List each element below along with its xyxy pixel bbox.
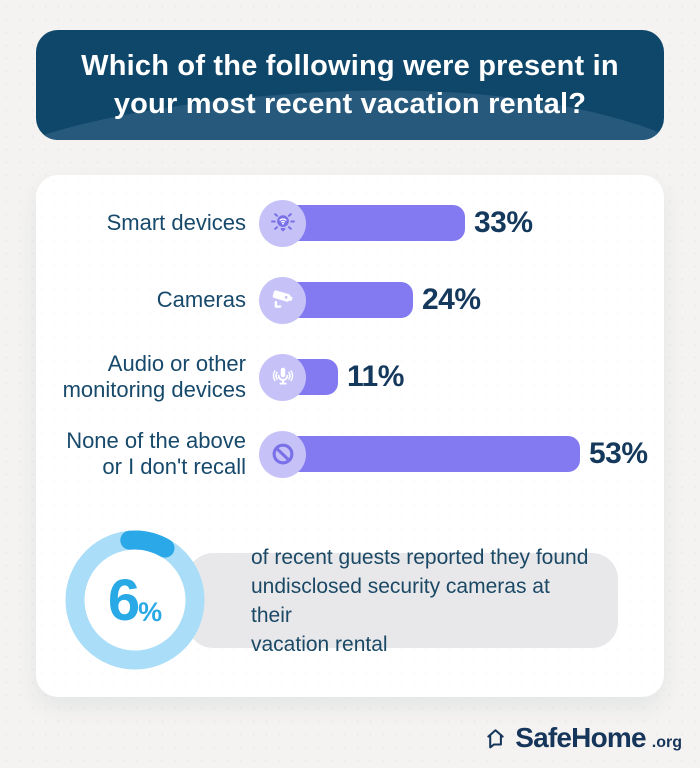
brand-name: SafeHome: [515, 722, 646, 753]
highlight-text: of recent guests reported they found und…: [251, 545, 589, 656]
donut-ring: [65, 530, 205, 670]
donut-percent-number: 6: [107, 567, 140, 633]
value-label: 11%: [347, 360, 404, 393]
prohibition-icon: [272, 443, 293, 465]
bar-none: [274, 436, 580, 472]
house-icon: [487, 728, 504, 748]
safehome-logo[interactable]: SafeHome .org: [482, 718, 682, 758]
donut-percent-sign: %: [138, 596, 163, 627]
value-label: 53%: [589, 437, 648, 470]
donut-chart: 6%: [65, 530, 205, 670]
value-label: 33%: [474, 206, 533, 239]
icon-circle: [259, 353, 306, 401]
category-label: None of the above or I don't recall: [66, 428, 246, 479]
category-label: Smart devices: [106, 210, 246, 235]
smart-bulb-icon: [270, 213, 295, 232]
highlight-callout: of recent guests reported they found und…: [187, 546, 618, 656]
donut-value: 6%: [65, 530, 205, 670]
category-label: Audio or other monitoring devices: [62, 351, 246, 402]
category-label: Cameras: [156, 287, 246, 312]
question-title: Which of the following were present in y…: [81, 50, 619, 120]
icon-circle: [259, 276, 306, 324]
chart-card: Smart devices 33% Cameras: [36, 175, 664, 697]
security-camera-icon: [272, 290, 292, 308]
icon-circle: [259, 430, 306, 478]
brand-suffix: .org: [651, 733, 682, 751]
value-label: 24%: [422, 283, 481, 316]
icon-circle: [259, 199, 306, 247]
question-header: Which of the following were present in y…: [36, 30, 664, 140]
microphone-icon: [272, 367, 293, 385]
